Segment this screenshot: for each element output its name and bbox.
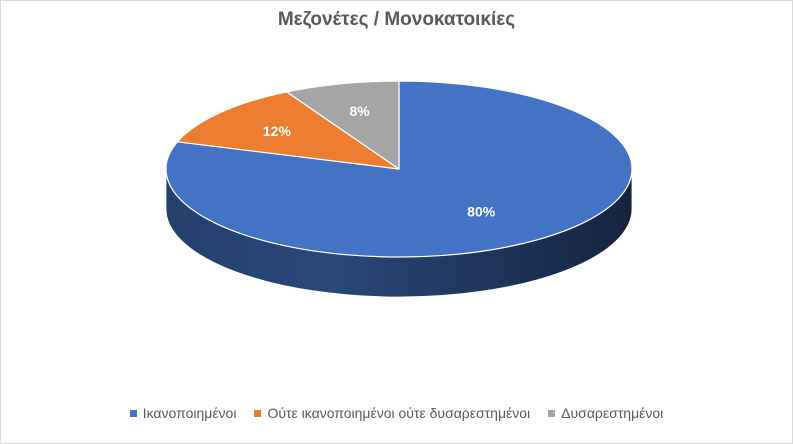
legend-label-dissatisfied: Δυσαρεστημένοι <box>561 405 664 421</box>
legend-item-neutral[interactable]: Ούτε ικανοποιημένοι ούτε δυσαρεστημένοι <box>254 405 530 421</box>
legend-item-dissatisfied[interactable]: Δυσαρεστημένοι <box>548 405 663 421</box>
data-label-satisfied: 80% <box>467 204 496 220</box>
legend-swatch-neutral <box>254 409 262 417</box>
legend-label-neutral: Ούτε ικανοποιημένοι ούτε δυσαρεστημένοι <box>267 405 531 421</box>
legend-swatch-dissatisfied <box>548 409 556 417</box>
pie-slice-dissatisfied[interactable] <box>286 80 400 170</box>
chart-title: Μεζονέτες / Μονοκατοικίες <box>277 9 516 30</box>
data-label-neutral: 12% <box>263 123 292 139</box>
pie-chart: 80% 12% 8% <box>165 80 633 298</box>
legend: Ικανοποιημένοι Ούτε ικανοποιημένοι ούτε … <box>1 405 792 421</box>
legend-swatch-satisfied <box>129 409 137 417</box>
legend-label-satisfied: Ικανοποιημένοι <box>142 405 237 421</box>
pie-top-faces <box>165 80 633 258</box>
pie-data-labels: 80% 12% 8% <box>263 103 496 220</box>
legend-item-satisfied[interactable]: Ικανοποιημένοι <box>129 405 237 421</box>
data-label-dissatisfied: 8% <box>349 103 370 119</box>
pie-slice-neutral[interactable] <box>176 91 400 170</box>
